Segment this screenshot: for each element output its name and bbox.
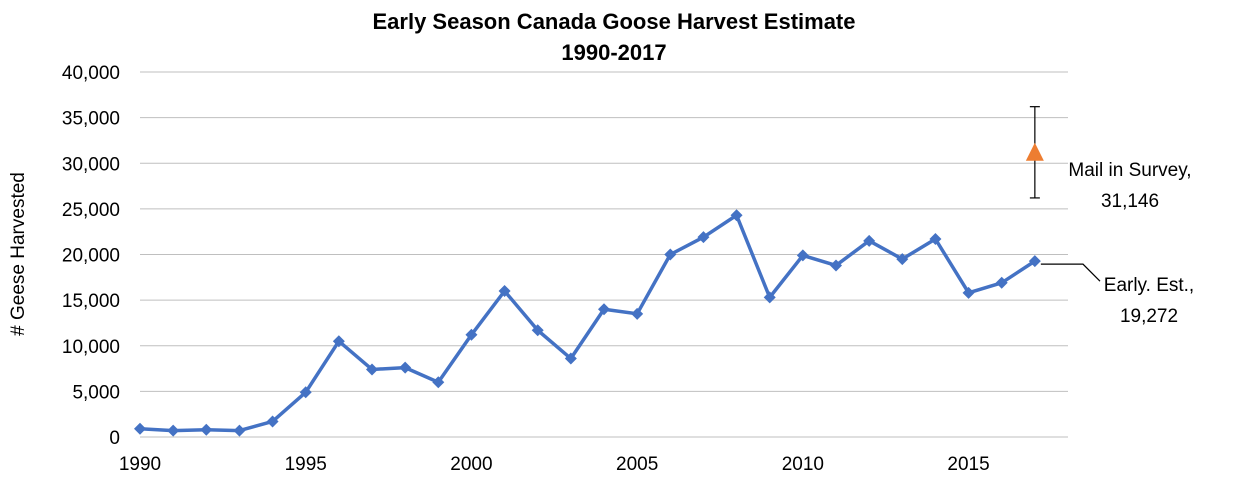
x-tick-label: 1995 bbox=[285, 454, 327, 475]
data-point bbox=[366, 363, 378, 376]
data-point bbox=[962, 286, 975, 299]
data-point bbox=[631, 307, 644, 320]
y-tick-label: 5,000 bbox=[72, 382, 120, 403]
y-axis-ticks: 0 5,000 10,000 15,000 20,000 25,000 30,000 35,0… bbox=[62, 63, 120, 449]
data-point bbox=[200, 423, 213, 436]
data-point bbox=[929, 232, 942, 245]
annotation-line: 31,146 bbox=[1101, 191, 1159, 212]
data-point bbox=[498, 285, 511, 297]
x-tick-label: 1990 bbox=[119, 454, 161, 475]
series bbox=[134, 106, 1044, 437]
data-point bbox=[299, 386, 312, 399]
x-tick-label: 2015 bbox=[947, 454, 989, 475]
chart-subtitle: 1990-2017 bbox=[561, 40, 666, 65]
data-point bbox=[697, 231, 710, 244]
x-tick-label: 2000 bbox=[450, 454, 492, 475]
y-tick-label: 20,000 bbox=[62, 246, 120, 267]
data-point bbox=[399, 361, 412, 374]
annotations: Mail in Survey, 31,146 Early. Est., 19,272 bbox=[1040, 160, 1194, 327]
survey-data-point bbox=[1025, 142, 1044, 161]
y-tick-label: 0 bbox=[109, 428, 120, 449]
gridlines bbox=[140, 71, 1068, 438]
data-point bbox=[432, 376, 445, 389]
data-point bbox=[763, 291, 776, 304]
annotation-leader-line bbox=[1040, 263, 1101, 282]
data-point bbox=[598, 303, 610, 316]
annotation-line: 19,272 bbox=[1120, 306, 1178, 327]
y-tick-label: 15,000 bbox=[62, 291, 120, 312]
x-tick-label: 2005 bbox=[616, 454, 658, 475]
annotation-mail-survey: Mail in Survey, 31,146 bbox=[1068, 160, 1191, 212]
data-point bbox=[134, 422, 146, 435]
data-point bbox=[465, 328, 478, 341]
chart-title: Early Season Canada Goose Harvest Estima… bbox=[373, 9, 856, 34]
annotation-early-estimate: Early. Est., 19,272 bbox=[1104, 275, 1194, 327]
x-tick-label: 2010 bbox=[782, 454, 824, 475]
annotation-line: Early. Est., bbox=[1104, 275, 1194, 296]
data-point bbox=[266, 415, 279, 428]
y-axis-label: # Geese Harvested bbox=[8, 172, 29, 336]
x-axis-ticks: 1990 1995 2000 2005 2010 2015 bbox=[119, 454, 990, 475]
data-point bbox=[730, 209, 743, 222]
data-point bbox=[332, 335, 345, 348]
data-point bbox=[896, 253, 909, 266]
data-point bbox=[830, 259, 842, 272]
y-tick-label: 40,000 bbox=[62, 63, 120, 84]
y-tick-label: 30,000 bbox=[62, 154, 120, 175]
data-point bbox=[995, 276, 1008, 289]
data-point bbox=[1028, 255, 1041, 268]
data-point bbox=[664, 248, 677, 261]
data-point bbox=[531, 324, 544, 337]
y-tick-label: 10,000 bbox=[62, 337, 120, 358]
series-line bbox=[139, 213, 1036, 433]
data-point bbox=[863, 234, 876, 247]
data-point bbox=[564, 352, 577, 365]
y-tick-label: 25,000 bbox=[62, 200, 120, 221]
data-point bbox=[233, 424, 246, 437]
y-tick-label: 35,000 bbox=[62, 109, 120, 130]
data-point bbox=[796, 249, 809, 262]
data-point bbox=[167, 424, 180, 437]
annotation-line: Mail in Survey, bbox=[1068, 160, 1191, 181]
